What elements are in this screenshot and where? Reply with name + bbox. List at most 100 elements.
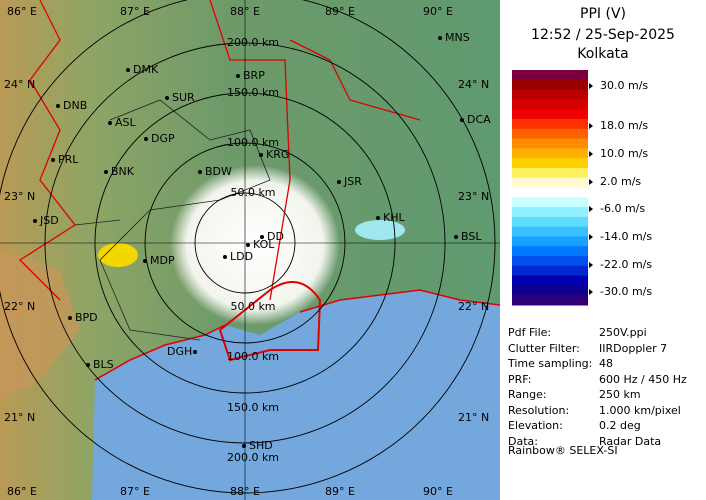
city-label: SHD (249, 439, 273, 452)
range-label: 150.0 km (227, 401, 279, 414)
color-swatch (512, 207, 588, 218)
range-label: 50.0 km (230, 300, 275, 313)
city-marker (143, 259, 147, 263)
info-row: PRF: 600 Hz / 450 Hz (508, 372, 687, 386)
city-marker (242, 444, 246, 448)
highland (0, 250, 80, 400)
info-value: 600 Hz / 450 Hz (599, 372, 687, 386)
city-label: KRG (266, 148, 289, 161)
info-row: Time sampling: 48 (508, 357, 613, 370)
color-swatch (512, 226, 588, 237)
color-swatch (512, 70, 588, 81)
color-swatch (512, 148, 588, 159)
info-value: 0.2 deg (599, 419, 641, 432)
legend-arrow (589, 289, 593, 295)
info-value: Radar Data (599, 434, 662, 448)
color-swatch (512, 295, 588, 306)
color-swatch (512, 177, 588, 188)
lat-label: 23° N (458, 190, 489, 203)
range-label: 50.0 km (230, 186, 275, 199)
coastline (218, 281, 322, 362)
lon-label: 88° E (230, 5, 260, 18)
city-label: MNS (445, 31, 470, 44)
legend-label: 2.0 m/s (600, 175, 642, 188)
lon-label: 86° E (7, 5, 37, 18)
legend-arrow (589, 151, 593, 157)
info-row: Data: Radar Data (508, 434, 662, 448)
city-label: BDW (205, 165, 232, 178)
city-marker (376, 216, 380, 220)
legend-label: 10.0 m/s (600, 147, 649, 160)
city-label: DMK (133, 63, 159, 76)
color-swatch (512, 285, 588, 296)
city-label: ASL (115, 116, 137, 129)
range-label: 150.0 km (227, 86, 279, 99)
color-swatch (512, 138, 588, 149)
range-label: 100.0 km (227, 136, 279, 149)
city-label: DGP (151, 132, 175, 145)
legend-arrow (589, 206, 593, 212)
info-value: IIRDoppler 7 (599, 341, 668, 355)
sea (92, 290, 500, 500)
city-label: BRP (243, 69, 265, 82)
color-swatch (512, 167, 588, 179)
map-labels: 86° E 86° E 87° E 87° E 88° E 88° E 89° E 89° E… (4, 5, 491, 498)
city-label: DGH (167, 345, 192, 358)
lon-label: 90° E (423, 5, 453, 18)
city-marker (246, 243, 250, 247)
radar-echo (355, 220, 405, 240)
legend-arrow (589, 262, 593, 268)
city-label: SUR (172, 91, 195, 104)
info-value: 250V.ppi (599, 326, 647, 339)
city-label: BSL (461, 230, 482, 243)
city-label: JSR (343, 175, 362, 188)
city-label: DNB (63, 99, 87, 112)
legend-label: 30.0 m/s (600, 79, 649, 92)
color-swatch (512, 275, 588, 286)
range-label: 200.0 km (227, 36, 279, 49)
legend-label: -22.0 m/s (600, 258, 653, 271)
city-marker (454, 235, 458, 239)
city-label: BPD (75, 311, 98, 324)
color-swatch (512, 236, 588, 247)
lat-label: 21° N (458, 411, 489, 424)
city-label: KOL (253, 238, 275, 251)
city-marker (108, 121, 112, 125)
color-swatch (512, 246, 588, 257)
border (18, 0, 421, 301)
color-swatch (512, 197, 588, 208)
lon-label: 90° E (423, 485, 453, 498)
city-marker (51, 158, 55, 162)
city-label: BNK (111, 165, 135, 178)
range-rings (0, 0, 500, 500)
color-swatch (512, 79, 588, 91)
product-title: PPI (V) (580, 6, 626, 22)
lat-label: 22° N (4, 300, 35, 313)
city-label: JSD (39, 214, 59, 227)
legend-arrow (589, 179, 593, 185)
color-swatch (512, 109, 588, 120)
info-row: Elevation: 0.2 deg (508, 419, 641, 432)
lon-label: 89° E (325, 485, 355, 498)
info-row: Clutter Filter: IIRDoppler 7 (508, 341, 668, 355)
legend-arrow (589, 123, 593, 129)
info-row: Range: 250 km (508, 388, 641, 401)
info-value: 48 (599, 357, 613, 370)
lat-label: 23° N (4, 190, 35, 203)
color-swatch (512, 256, 588, 267)
lon-label: 87° E (120, 5, 150, 18)
city-marker (104, 170, 108, 174)
color-swatch (512, 118, 588, 130)
city-marker (337, 180, 341, 184)
radar-map: 86° E 86° E 87° E 87° E 88° E 88° E 89° E 89° E… (0, 0, 500, 500)
timestamp: 12:52 / 25-Sep-2025 (531, 27, 675, 43)
city-marker (126, 68, 130, 72)
city-marker (236, 74, 240, 78)
city-marker (56, 104, 60, 108)
city-marker (223, 255, 227, 259)
info-value: 250 km (599, 388, 641, 401)
site-name: Kolkata (577, 46, 629, 62)
city-marker (460, 118, 464, 122)
radar-echo (98, 243, 138, 267)
